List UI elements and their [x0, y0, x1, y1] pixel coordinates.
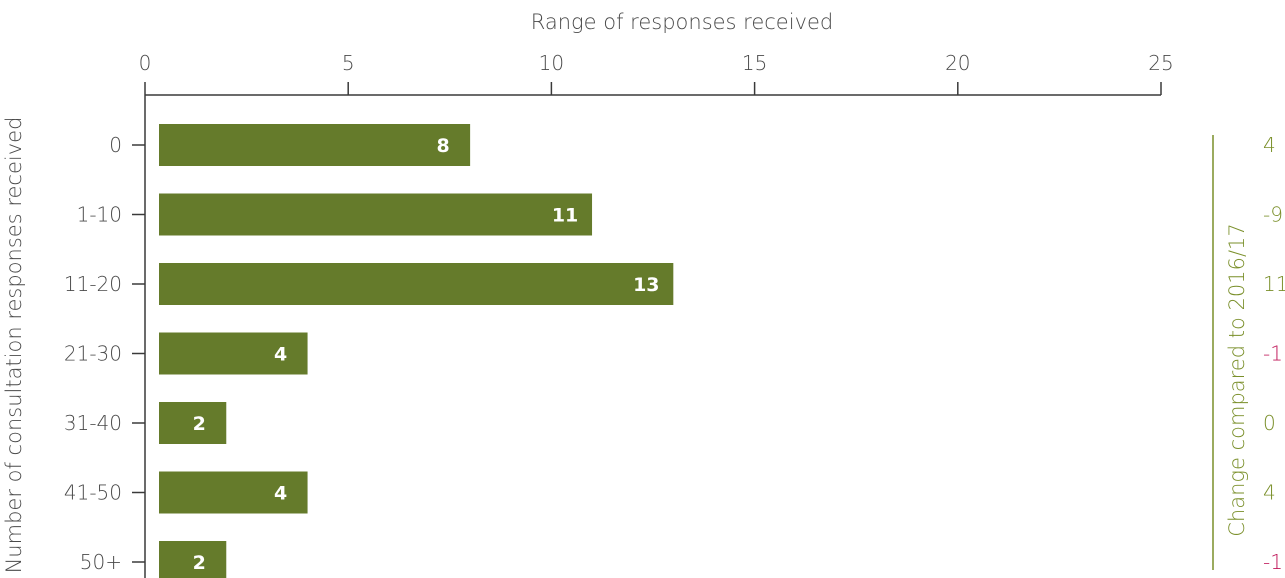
bar-value-label: 13	[633, 274, 659, 296]
bar	[159, 332, 308, 375]
category-label: 1-10	[77, 203, 122, 227]
bar	[159, 124, 471, 166]
category-label: 50+	[80, 550, 122, 574]
bar	[159, 263, 674, 305]
category-label: 0	[109, 133, 122, 157]
bar-value-label: 2	[193, 413, 206, 435]
y-axis-title: Number of consultation responses receive…	[2, 117, 26, 574]
x-tick-label: 10	[539, 51, 564, 75]
change-value-label: -1	[1263, 342, 1283, 366]
change-axis: 4 -9 11 -1 0 4 -1	[1212, 133, 1285, 574]
x-tick-label: 5	[342, 51, 355, 75]
bar-value-label: 2	[193, 552, 206, 574]
change-value-label: -1	[1263, 550, 1283, 574]
change-value-label: 11	[1263, 272, 1285, 296]
category-label: 11-20	[64, 272, 122, 296]
bar-value-label: 4	[274, 483, 287, 505]
change-value-label: -9	[1263, 203, 1283, 227]
bar	[159, 193, 593, 236]
change-axis-title: Change compared to 2016/17	[1225, 223, 1249, 537]
bar-value-label: 11	[552, 205, 578, 227]
bar	[159, 471, 308, 514]
bars: 8 11 13 4 2 4 2	[159, 124, 674, 578]
bar	[159, 541, 227, 578]
bar-value-label: 8	[437, 135, 450, 157]
category-label: 21-30	[64, 342, 122, 366]
x-axis-title: Range of responses received	[531, 10, 834, 34]
change-value-label: 0	[1263, 411, 1276, 435]
x-tick-label: 25	[1148, 51, 1173, 75]
x-tick-label: 20	[945, 51, 970, 75]
x-tick-label: 0	[139, 51, 152, 75]
bar-value-label: 4	[274, 344, 287, 366]
x-tick-label: 15	[742, 51, 767, 75]
change-value-label: 4	[1263, 481, 1276, 505]
category-label: 41-50	[64, 481, 122, 505]
x-axis: 0 5 10 15 20 25	[139, 51, 1174, 96]
category-label: 31-40	[64, 411, 122, 435]
bar	[159, 402, 227, 444]
y-axis: 0 1-10 11-20 21-30 31-40 41-50 50+	[64, 95, 146, 578]
change-value-label: 4	[1263, 133, 1276, 157]
